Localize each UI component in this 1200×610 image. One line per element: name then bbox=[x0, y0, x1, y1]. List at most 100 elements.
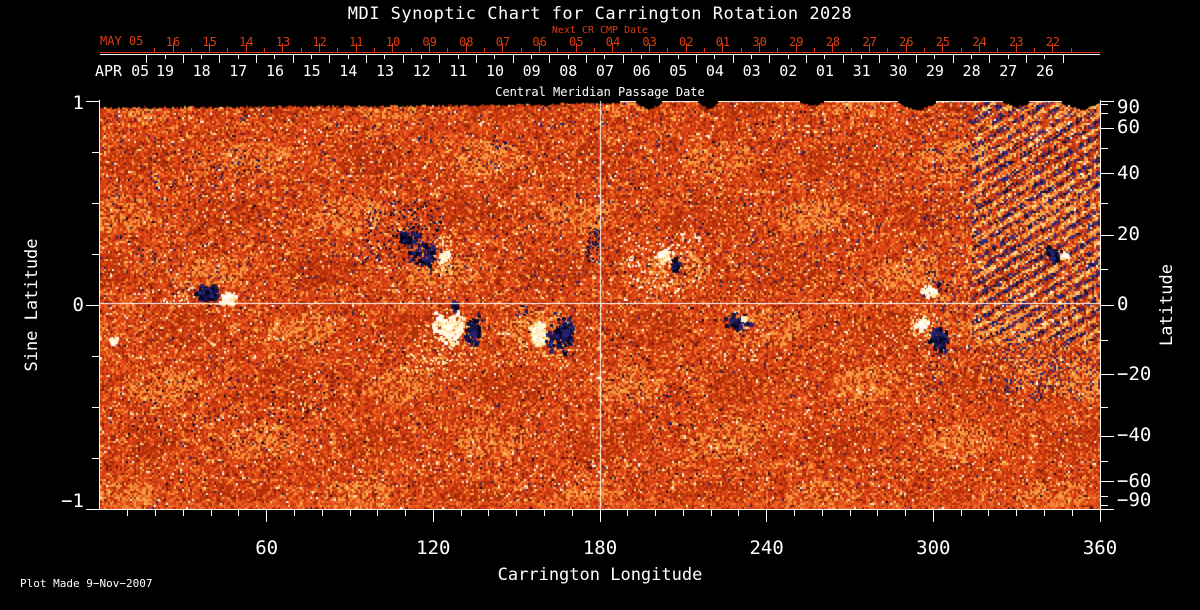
cmp-day-label: 01 bbox=[815, 62, 834, 80]
cmp-day-label: 15 bbox=[302, 62, 321, 80]
y-right-tick-label: 60 bbox=[1117, 116, 1140, 139]
next-cr-day-tick bbox=[209, 43, 211, 52]
y-right-minor-tick bbox=[1100, 406, 1108, 408]
magnetogram-image bbox=[100, 101, 1100, 509]
cmp-half-tick bbox=[677, 55, 679, 59]
cmp-day-tick bbox=[659, 55, 661, 63]
next-cr-day-label: 05 bbox=[569, 35, 584, 49]
cmp-half-tick bbox=[604, 55, 606, 59]
cmp-day-tick bbox=[512, 55, 514, 63]
cmp-half-tick bbox=[861, 55, 863, 59]
next-cr-day-label: 14 bbox=[239, 35, 254, 49]
next-cr-half-tick bbox=[520, 48, 522, 52]
x-axis-major-tick bbox=[266, 509, 268, 522]
cmp-half-tick bbox=[384, 55, 386, 59]
next-cr-day-label: 04 bbox=[605, 35, 621, 49]
next-cr-half-tick bbox=[887, 48, 889, 52]
cmp-half-tick bbox=[751, 55, 753, 59]
cmp-day-label: 02 bbox=[779, 62, 798, 80]
next-cr-day-label: 13 bbox=[275, 35, 291, 49]
next-cr-day-label: 25 bbox=[935, 35, 951, 49]
cmp-day-label: 17 bbox=[229, 62, 248, 80]
next-cr-half-tick bbox=[190, 48, 192, 52]
y-right-tick-label: −60 bbox=[1117, 469, 1152, 492]
cmp-half-tick bbox=[824, 55, 826, 59]
y-left-major-tick bbox=[86, 100, 100, 102]
next-cr-half-tick bbox=[960, 48, 962, 52]
cmp-day-tick bbox=[182, 55, 184, 63]
cmp-day-label: 27 bbox=[999, 62, 1018, 80]
y-right-major-tick bbox=[1100, 481, 1114, 483]
cmp-day-label: 30 bbox=[889, 62, 908, 80]
next-cr-half-tick bbox=[814, 48, 816, 52]
next-cr-half-tick bbox=[850, 48, 852, 52]
cmp-day-label: 31 bbox=[852, 62, 871, 80]
cmp-day-label: 26 bbox=[1035, 62, 1054, 80]
next-cr-day-tick bbox=[465, 43, 467, 52]
cmp-half-tick bbox=[201, 55, 203, 59]
next-cr-day-label: 10 bbox=[385, 35, 401, 49]
y-right-tick-label: −90 bbox=[1117, 489, 1152, 511]
next-cr-day-tick bbox=[832, 43, 834, 52]
x-axis-minor-tick bbox=[793, 509, 795, 516]
x-axis-minor-tick bbox=[682, 509, 684, 516]
next-cr-half-tick bbox=[667, 48, 669, 52]
x-axis-minor-tick bbox=[516, 509, 518, 516]
x-axis-major-tick bbox=[432, 509, 434, 522]
cmp-half-tick bbox=[494, 55, 496, 59]
next-cr-day-label: 22 bbox=[1045, 35, 1061, 49]
cmp-day-label: 08 bbox=[559, 62, 578, 80]
x-axis-minor-tick bbox=[905, 509, 907, 516]
next-cr-day-tick bbox=[429, 43, 431, 52]
x-axis-major-tick bbox=[599, 509, 601, 522]
y-right-tick-label: 40 bbox=[1117, 161, 1140, 184]
cmp-half-tick bbox=[311, 55, 313, 59]
x-axis-minor-tick bbox=[988, 509, 990, 516]
cmp-day-tick bbox=[439, 55, 441, 63]
cmp-day-tick bbox=[952, 55, 954, 63]
next-cr-half-tick bbox=[374, 48, 376, 52]
x-axis-tick-label: 300 bbox=[916, 537, 951, 559]
next-cr-cmp-date-label: Next CR CMP Date bbox=[551, 25, 649, 36]
cmp-day-tick bbox=[366, 55, 368, 63]
cmp-day-label: 29 bbox=[925, 62, 944, 80]
cmp-day-tick bbox=[696, 55, 698, 63]
y-right-minor-tick bbox=[1100, 269, 1108, 271]
next-cr-half-tick bbox=[484, 48, 486, 52]
cmp-day-tick bbox=[1026, 55, 1028, 63]
next-cr-day-label: 12 bbox=[312, 35, 327, 49]
next-cr-day-label: 28 bbox=[825, 35, 841, 49]
y-right-major-tick bbox=[1100, 100, 1114, 102]
x-axis-minor-tick bbox=[155, 509, 157, 516]
cmp-day-tick bbox=[549, 55, 551, 63]
x-axis-tick-label: 360 bbox=[1082, 537, 1118, 559]
next-cr-half-tick bbox=[337, 48, 339, 52]
y-right-major-tick bbox=[1100, 234, 1114, 236]
cmp-day-tick bbox=[586, 55, 588, 63]
next-cr-day-tick bbox=[502, 43, 504, 52]
next-cr-day-tick bbox=[172, 43, 174, 52]
cmp-day-label: 10 bbox=[485, 62, 504, 80]
cmp-half-tick bbox=[457, 55, 459, 59]
x-axis-minor-tick bbox=[238, 509, 240, 516]
next-cr-day-tick bbox=[1015, 43, 1017, 52]
next-cr-half-tick bbox=[740, 48, 742, 52]
y-right-tick-label: 0 bbox=[1117, 293, 1129, 315]
next-cr-half-tick bbox=[924, 48, 926, 52]
x-axis-major-tick bbox=[1099, 509, 1101, 522]
cmp-day-tick bbox=[219, 55, 221, 63]
cmp-day-tick bbox=[769, 55, 771, 63]
next-cr-half-tick bbox=[594, 48, 596, 52]
x-axis-minor-tick bbox=[405, 509, 407, 516]
next-cr-half-tick bbox=[300, 48, 302, 52]
cmp-day-tick bbox=[1062, 55, 1064, 63]
y-right-minor-tick bbox=[1100, 112, 1108, 114]
y-right-major-tick bbox=[1100, 127, 1114, 129]
cmp-month-label: APR 05 bbox=[95, 62, 150, 80]
cmp-half-tick bbox=[421, 55, 423, 59]
x-axis-minor-tick bbox=[1043, 509, 1045, 516]
y-right-major-tick bbox=[1100, 508, 1114, 510]
next-cr-half-tick bbox=[704, 48, 706, 52]
next-cr-half-tick bbox=[227, 48, 229, 52]
y-right-major-tick bbox=[1100, 304, 1114, 306]
